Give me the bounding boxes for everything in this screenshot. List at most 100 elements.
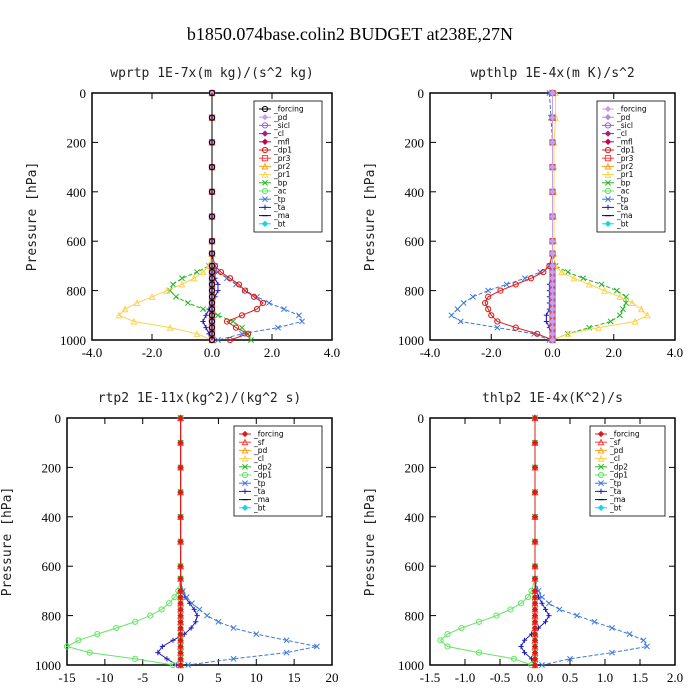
y-tick-label: 600 [67, 234, 87, 249]
data-point [215, 618, 222, 625]
x-tick-label: 5 [215, 670, 222, 685]
legend-label: _dp2 [253, 462, 272, 471]
data-point [208, 250, 216, 257]
panel-title: wprtp 1E-7x(m kg)/(s^2 kg) [110, 66, 314, 81]
legend-entry: _pr1 [259, 170, 291, 179]
legend-entry: _bt [239, 503, 266, 512]
legend-marker [261, 138, 269, 145]
y-tick-label: 0 [418, 411, 425, 426]
legend-box [589, 425, 666, 517]
data-point [644, 311, 651, 319]
y-axis-label: Pressure [hPa] [0, 487, 15, 597]
data-point [208, 318, 216, 325]
legend-label: _pr1 [616, 170, 634, 179]
legend: _forcing_sf_pd_cl_dp2_dp1_tp_ta_ma_bt [589, 425, 666, 517]
data-point [531, 600, 539, 607]
data-point [281, 306, 287, 313]
data-point [177, 563, 184, 570]
data-point [549, 293, 556, 300]
legend-marker [261, 170, 269, 178]
legend-marker [597, 438, 605, 446]
legend-box [233, 425, 323, 517]
plot-frame [66, 417, 333, 666]
legend: _forcing_pd_sicl_cl_mfl_dp1_pr3_pr2_pr1_… [253, 100, 323, 233]
y-tick-label: 400 [67, 185, 87, 200]
data-point [193, 330, 201, 337]
data-point [217, 268, 225, 276]
data-point [616, 293, 624, 300]
panel-title: rtp2 1E-11x(kg^2)/(kg^2 s) [98, 391, 302, 406]
legend-marker [261, 105, 269, 113]
legend-label: _ta [253, 487, 265, 496]
legend-label: _pr2 [616, 162, 634, 171]
legend-marker [261, 187, 269, 195]
legend-label: _sf [253, 438, 265, 447]
legend-marker [604, 187, 612, 195]
legend-entry: _ac [259, 187, 286, 196]
legend-entry: _ta [595, 487, 621, 496]
legend-label: _bt [609, 503, 622, 512]
legend-label: _dp1 [253, 471, 272, 480]
data-point [549, 139, 556, 146]
data-point [482, 299, 489, 307]
data-point [63, 643, 71, 650]
data-point [549, 238, 556, 245]
legend-entry: _sicl [259, 121, 290, 130]
data-point [518, 643, 524, 650]
legend-label: _cl [253, 454, 264, 463]
legend-label: _dp1 [609, 471, 628, 480]
x-tick-label: -5 [137, 670, 148, 685]
legend-label: _pd [616, 113, 631, 122]
data-point [179, 275, 185, 282]
data-point [177, 637, 184, 644]
data-point [512, 281, 519, 288]
legend-marker [261, 114, 269, 121]
legend-entry: _ta [239, 487, 265, 496]
data-point [177, 655, 184, 662]
data-point [275, 324, 281, 331]
legend-label: _tp [253, 479, 266, 488]
legend-entry: _mfl [602, 137, 633, 146]
data-point [177, 488, 184, 496]
data-point [250, 293, 258, 300]
data-point [574, 612, 580, 619]
data-point [283, 637, 290, 644]
data-point [609, 649, 615, 656]
y-tick-label: 600 [42, 559, 62, 574]
legend-marker [604, 114, 612, 121]
legend-label: _tp [609, 479, 622, 488]
data-point [313, 643, 320, 650]
data-point [531, 630, 539, 638]
series-dp1 [482, 89, 556, 344]
data-point [531, 538, 539, 545]
data-point [169, 661, 177, 669]
legend-entry: _bt [595, 503, 622, 512]
legend-marker [242, 463, 248, 470]
data-point [626, 631, 633, 638]
legend-entry: _cl [239, 454, 264, 463]
data-point [531, 593, 539, 601]
y-tick-label: 800 [67, 284, 87, 299]
legend-label: _sf [609, 438, 621, 447]
data-point [556, 606, 563, 613]
legend-entry: _ma [602, 211, 633, 220]
data-point [177, 649, 184, 656]
data-point [115, 311, 123, 319]
data-point [178, 280, 186, 288]
legend-entry: _pr2 [259, 162, 291, 171]
legend-marker [598, 480, 604, 487]
data-point [531, 439, 539, 446]
data-point [540, 268, 547, 276]
data-point [640, 637, 647, 644]
data-point [177, 618, 184, 625]
data-point [531, 643, 539, 650]
legend-entry: _pd [595, 446, 624, 455]
data-point [488, 312, 495, 319]
legend-marker [605, 204, 611, 210]
legend-entry: _cl [595, 454, 620, 463]
x-tick-label: 0 [177, 670, 184, 685]
legend-marker [597, 504, 605, 511]
data-point [549, 324, 556, 331]
figure-title: b1850.074base.colin2 BUDGET at238E,27N [187, 24, 513, 44]
data-point [194, 613, 200, 619]
